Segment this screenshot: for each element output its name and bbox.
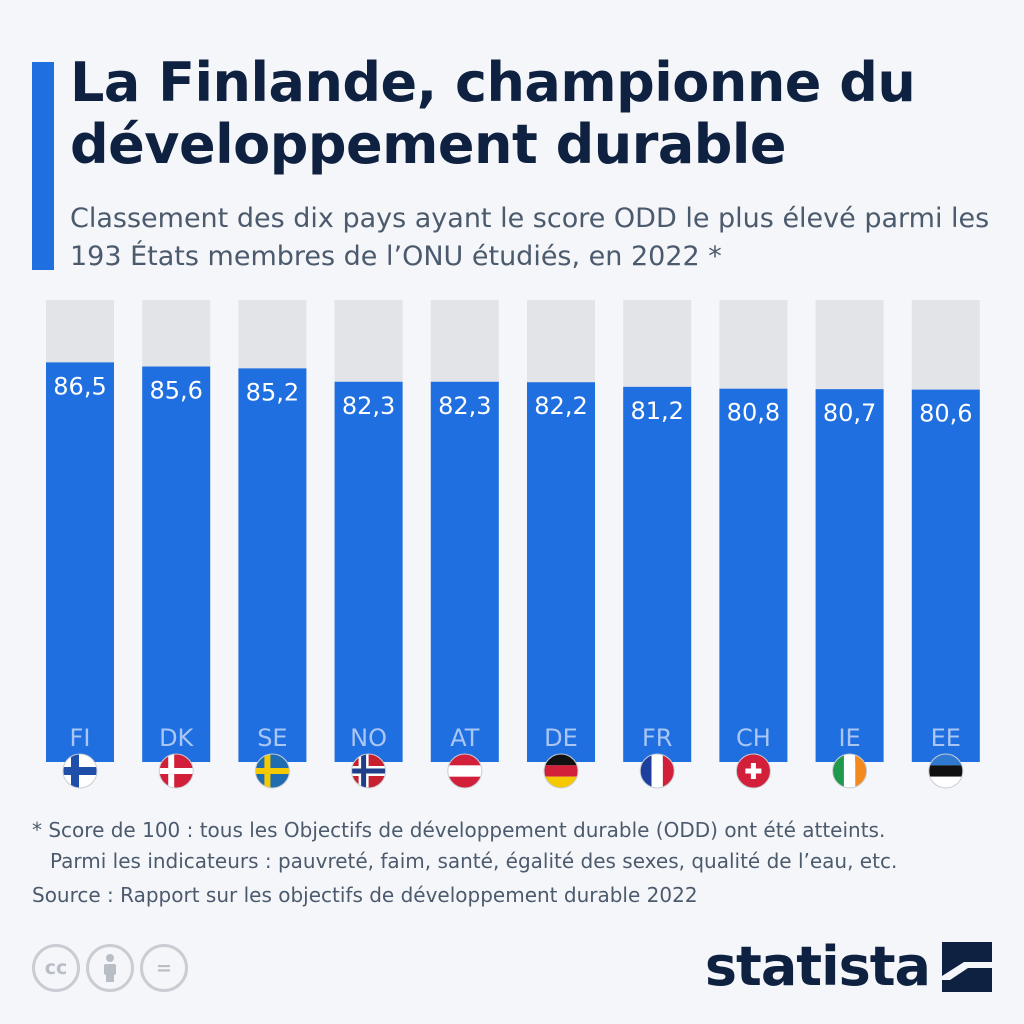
footnote: * Score de 100 : tous les Objectifs de d…	[32, 815, 1012, 877]
finland-flag-icon	[62, 753, 98, 789]
category-label: NO	[350, 724, 387, 752]
page-subtitle: Classement des dix pays ayant le score O…	[70, 203, 990, 272]
statista-brand[interactable]: statista	[705, 935, 992, 998]
page-title: La Finlande, championne du développement…	[70, 51, 916, 176]
sweden-flag-icon	[254, 753, 290, 789]
category-label: DK	[159, 724, 194, 752]
cc-icon-glyph: cc	[44, 957, 68, 979]
category-label: AT	[450, 724, 480, 752]
bar	[334, 381, 403, 762]
category-label: FI	[70, 724, 91, 752]
bar-value-label: 80,8	[727, 399, 780, 427]
bar	[911, 389, 980, 762]
bar-value-label: 85,2	[246, 378, 299, 406]
category-label: DE	[544, 724, 578, 752]
nd-icon-glyph: =	[156, 957, 172, 979]
bar	[142, 366, 211, 762]
bar-value-label: 81,2	[630, 397, 683, 425]
category-label: CH	[736, 724, 771, 752]
bar	[527, 382, 595, 762]
bar-value-label: 82,3	[438, 392, 491, 420]
statista-logo-icon	[942, 941, 992, 992]
category-label: EE	[931, 724, 961, 752]
bar-value-label: 80,7	[823, 399, 876, 427]
bar-value-label: 80,6	[919, 400, 972, 428]
category-label: FR	[642, 724, 672, 752]
austria-flag-icon	[447, 753, 483, 789]
bar-value-label: 82,2	[534, 392, 587, 420]
bar	[623, 386, 692, 762]
brand-name: statista	[704, 935, 931, 998]
bar	[238, 368, 307, 762]
bar	[815, 389, 884, 762]
ireland-flag-icon	[832, 753, 868, 789]
bar-value-label: 82,3	[342, 392, 395, 420]
source-note: Source : Rapport sur les objectifs de dé…	[32, 883, 698, 907]
footnote-line-1: * Score de 100 : tous les Objectifs de d…	[32, 818, 886, 842]
title-accent-bar	[32, 62, 54, 270]
denmark-flag-icon	[158, 753, 194, 789]
person-glyph	[104, 954, 116, 982]
bar-value-label: 86,5	[53, 372, 106, 400]
france-flag-icon	[639, 753, 675, 789]
footnote-line-2: Parmi les indicateurs : pauvreté, faim, …	[50, 849, 898, 873]
no-derivatives-icon[interactable]: =	[140, 944, 188, 992]
bar-value-label: 85,6	[149, 377, 202, 405]
category-label: IE	[838, 724, 860, 752]
attribution-icon[interactable]	[86, 944, 134, 992]
cc-icon[interactable]: cc	[32, 944, 80, 992]
estonia-flag-icon	[928, 753, 964, 789]
norway-flag-icon	[351, 753, 387, 789]
bar	[430, 381, 499, 762]
germany-flag-icon	[543, 753, 579, 789]
bar-chart: 86,5 FI 85,6 DK 85,2 SE 82,3 NO 82,3 AT 82,2 DE 81,2…	[46, 300, 980, 789]
switzerland-flag-icon	[735, 753, 771, 789]
bar	[46, 362, 114, 762]
category-label: SE	[257, 724, 287, 752]
bar	[719, 388, 788, 762]
license-icons: cc =	[32, 944, 188, 992]
